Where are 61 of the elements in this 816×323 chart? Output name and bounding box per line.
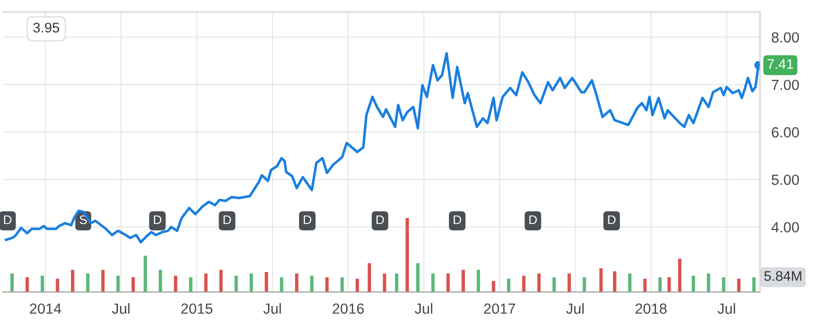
- bar: [678, 258, 682, 292]
- bar: [368, 263, 372, 292]
- y-tick-label: 6.00: [772, 127, 799, 138]
- line-series: [4, 52, 760, 244]
- bar: [406, 218, 409, 292]
- y-tick-label: 5.00: [772, 174, 799, 185]
- x-tick-label: 2016: [332, 303, 364, 314]
- x-tick-label: Jul: [112, 303, 130, 314]
- bar: [70, 270, 74, 292]
- annotation: D: [376, 215, 384, 224]
- bar: [462, 270, 465, 292]
- x-tick-label: 2015: [181, 303, 212, 314]
- bar: [628, 274, 632, 292]
- text: 5.84M: [764, 271, 802, 281]
- x-tick-label: Jul: [263, 303, 281, 314]
- x-tick-label: 2014: [30, 303, 62, 314]
- bar: [310, 276, 314, 292]
- x-tick-label: Jul: [566, 303, 584, 314]
- annotation: D: [154, 215, 162, 224]
- bar: [568, 274, 571, 292]
- y-tick-label: 4.00: [771, 222, 799, 232]
- bar: [40, 276, 44, 292]
- bar: [522, 276, 526, 292]
- bar: [340, 277, 344, 292]
- bar: [416, 263, 420, 292]
- bar: [507, 278, 510, 292]
- bar: [394, 274, 398, 292]
- bar: [204, 274, 208, 292]
- bar: [132, 277, 135, 292]
- annotation: D: [454, 215, 462, 224]
- x-tick-label: Jul: [414, 303, 432, 314]
- bar: [737, 278, 740, 292]
- annotation: 3.95: [33, 22, 60, 33]
- annotation: D: [224, 215, 231, 224]
- x-tick-label: 2017: [484, 303, 516, 314]
- bar: [189, 277, 192, 292]
- annotation: D: [608, 215, 616, 224]
- bar: [250, 274, 253, 292]
- bar: [26, 277, 29, 292]
- bar: [612, 271, 616, 292]
- annotation: D: [529, 215, 537, 224]
- bar: [295, 274, 298, 292]
- y-tick-label: 7.00: [772, 80, 799, 90]
- bar: [86, 274, 90, 292]
- y-tick-label: 8.00: [772, 32, 799, 43]
- bar: [234, 276, 238, 292]
- bar: [552, 277, 556, 292]
- bar: [722, 277, 726, 292]
- annotation: D: [4, 215, 12, 224]
- annotation: D: [304, 215, 312, 224]
- x-tick-label: Jul: [718, 303, 736, 314]
- bar: [144, 256, 147, 292]
- bar: [446, 274, 450, 292]
- bar: [667, 277, 671, 292]
- bar: [356, 278, 359, 292]
- bar: [174, 276, 178, 292]
- data-label: 7.41: [768, 59, 794, 69]
- bar: [476, 270, 480, 292]
- x-tick-label: 2018: [636, 303, 667, 314]
- bar: [582, 277, 586, 292]
- bar: [692, 276, 696, 292]
